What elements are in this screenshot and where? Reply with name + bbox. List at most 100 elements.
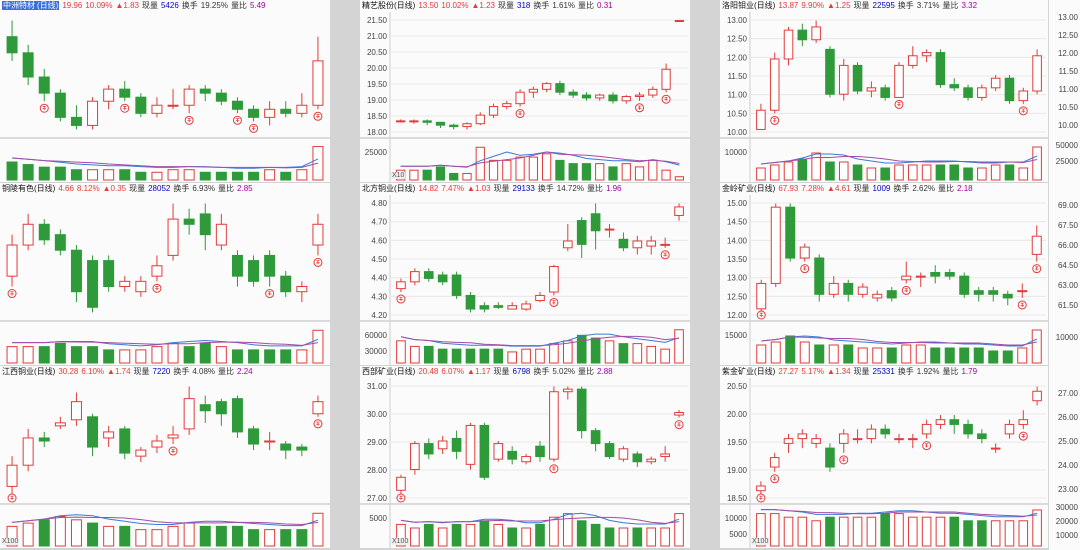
right-axis-tick-label: 10000 bbox=[1056, 333, 1079, 342]
candlestick bbox=[1031, 225, 1042, 262]
volume-bar bbox=[857, 347, 868, 364]
volume-bar bbox=[70, 519, 82, 547]
volume-bar bbox=[949, 516, 960, 547]
volume-bar bbox=[479, 520, 490, 547]
candlestick bbox=[797, 429, 808, 449]
volume-bar bbox=[581, 163, 592, 181]
ratio-label: 量比 bbox=[218, 367, 235, 376]
ratio-value: 3.32 bbox=[961, 1, 978, 10]
limit-up-marker-icon bbox=[1018, 431, 1028, 441]
y-tick-label: 15.00 bbox=[727, 199, 748, 208]
price: 4.66 bbox=[58, 184, 74, 193]
volume-bar bbox=[264, 529, 276, 547]
limit-up-marker-icon bbox=[549, 297, 559, 307]
price: 27.27 bbox=[778, 367, 799, 376]
chart-panel[interactable]: 北方铜业(日线) 14.82 7.47% ▲1.03 现量 29133 换手 14.72% 量比… bbox=[360, 183, 690, 365]
volume-ma-line bbox=[400, 335, 680, 347]
volume-label: 现量 bbox=[853, 1, 870, 10]
volume-bar bbox=[451, 348, 462, 364]
period-label: (日线) bbox=[34, 184, 56, 193]
chart-panel[interactable]: 金岭矿业(日线) 67.93 7.28% ▲4.61 现量 1009 换手 2.62% 量比 2.… bbox=[720, 183, 1048, 365]
volume-bar bbox=[502, 159, 512, 181]
candlestick bbox=[769, 52, 780, 114]
candlestick bbox=[449, 123, 459, 130]
chart-panel[interactable]: 精艺股份(日线) 13.50 10.02% ▲1.23 现量 318 换手 1.61% 量比 0.… bbox=[360, 0, 690, 182]
candlestick bbox=[248, 105, 260, 122]
chart-panel[interactable]: 洛阳钼业(日线) 13.87 9.90% ▲1.25 现量 22595 换手 3.71% 量比 3… bbox=[720, 0, 1048, 182]
turnover-value: 5.02% bbox=[552, 367, 576, 376]
volume-bar bbox=[783, 516, 794, 547]
y-tick-label: 4.20 bbox=[371, 311, 387, 320]
volume-bar bbox=[921, 516, 932, 547]
volume-bar bbox=[167, 342, 179, 364]
limit-up-marker-icon bbox=[515, 109, 525, 119]
volume-ma-line bbox=[760, 509, 1038, 518]
ratio-value: 2.88 bbox=[597, 367, 613, 376]
candlestick bbox=[535, 292, 545, 303]
chart-panel[interactable]: 江西铜业(日线) 30.28 6.10% ▲1.74 现量 7220 换手 4.08% 量比 2.… bbox=[0, 366, 330, 548]
candlestick bbox=[783, 26, 794, 66]
candlestick bbox=[785, 203, 796, 262]
kline-chart: 15.00 14.50 14.00 13.50 13.00 12.50 12.00 15000 bbox=[720, 195, 1048, 365]
volume-bar bbox=[908, 516, 918, 547]
candlestick bbox=[769, 452, 780, 472]
candlestick bbox=[949, 78, 960, 92]
candlestick bbox=[215, 213, 227, 251]
y-tick-label: 27.00 bbox=[367, 494, 388, 503]
candlestick bbox=[825, 443, 835, 472]
volume-bar bbox=[604, 340, 615, 364]
volume-bar bbox=[87, 522, 99, 547]
volume-bar bbox=[423, 523, 434, 547]
candlestick bbox=[555, 80, 565, 96]
candlestick bbox=[756, 481, 766, 496]
volume-bar bbox=[231, 349, 243, 364]
volume-bar bbox=[661, 169, 671, 181]
candlestick bbox=[6, 234, 18, 287]
y-tick-label: 19.00 bbox=[367, 96, 388, 105]
candlestick bbox=[535, 441, 545, 462]
period-label: (日线) bbox=[394, 367, 416, 376]
chart-header: 紫金矿业(日线) 27.27 5.17% ▲1.34 现量 25331 换手 1.92% 量比 1… bbox=[720, 366, 1048, 378]
candlestick bbox=[423, 438, 434, 460]
volume-value: 7220 bbox=[152, 367, 171, 376]
volume-bar bbox=[312, 329, 324, 364]
volume-bar bbox=[562, 513, 573, 547]
candlestick bbox=[963, 84, 973, 101]
y-tick-label: 19.50 bbox=[367, 80, 388, 89]
candlestick bbox=[396, 119, 406, 123]
chart-panel[interactable]: 紫金矿业(日线) 27.27 5.17% ▲1.34 现量 25331 换手 1.92% 量比 1… bbox=[720, 366, 1048, 548]
chart-panel[interactable]: 中洲特材 (日线) 19.96 10.09% ▲1.83 现量 5426 换手 19.25% 量比… bbox=[0, 0, 330, 182]
limit-up-marker-icon bbox=[168, 446, 178, 456]
volume-bar bbox=[22, 346, 34, 364]
ratio-label: 量比 bbox=[578, 367, 595, 376]
volume-bar bbox=[901, 344, 912, 364]
volume-bar bbox=[70, 169, 82, 181]
candlestick bbox=[660, 446, 670, 462]
candlestick bbox=[264, 101, 276, 126]
volume-bar bbox=[54, 166, 66, 181]
candlestick bbox=[886, 287, 897, 302]
candlestick bbox=[451, 430, 462, 460]
volume-bar bbox=[880, 167, 890, 181]
volume-bar bbox=[894, 513, 904, 547]
candlestick bbox=[54, 229, 66, 256]
chart-panel[interactable]: 西部矿业(日线) 20.48 6.07% ▲1.17 现量 6798 换手 5.02% 量比 2.… bbox=[360, 366, 690, 548]
volume-ma-line bbox=[760, 509, 1038, 517]
volume-label: 现量 bbox=[142, 1, 158, 10]
price: 13.50 bbox=[418, 1, 439, 10]
chart-panel[interactable]: 铜陵有色(日线) 4.66 8.12% ▲0.35 现量 28052 换手 6.93% 量比 2.… bbox=[0, 183, 330, 365]
volume-bar bbox=[215, 525, 227, 547]
right-axis-tick-label: 11.50 bbox=[1059, 67, 1079, 76]
volume-bar bbox=[963, 167, 973, 181]
volume-bar bbox=[838, 516, 849, 547]
candlestick bbox=[990, 75, 1001, 92]
right-axis-tick-label: 24.00 bbox=[1058, 461, 1079, 470]
candlestick bbox=[894, 62, 904, 98]
volume-bar bbox=[151, 171, 163, 181]
period-label: (日线) bbox=[394, 184, 416, 193]
volume-bar bbox=[465, 348, 476, 364]
change-pct: 9.90% bbox=[801, 1, 825, 10]
volume-bar bbox=[521, 527, 531, 547]
ratio-label: 量比 bbox=[938, 184, 955, 193]
ratio-label: 量比 bbox=[586, 184, 603, 193]
